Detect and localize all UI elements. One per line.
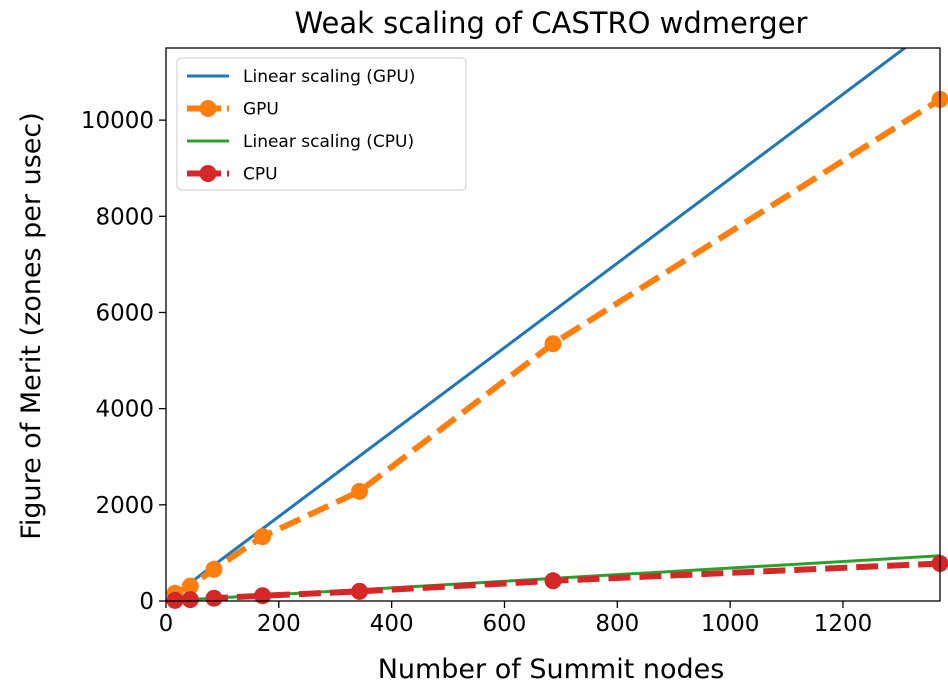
legend: Linear scaling (GPU) GPU Linear scaling (C… — [177, 58, 466, 190]
data-point-cpu — [182, 591, 199, 608]
y-tick-label: 6000 — [95, 300, 154, 326]
y-tick-label: 2000 — [95, 493, 154, 519]
y-tick-label: 10000 — [81, 108, 154, 134]
legend-label-gpu: GPU — [243, 100, 279, 120]
y-tick-label: 4000 — [95, 397, 154, 423]
legend-label-linear-scaling-cpu: Linear scaling (CPU) — [243, 132, 414, 152]
y-axis-label: Figure of Merit (zones per usec) — [16, 112, 47, 540]
data-point-cpu — [351, 583, 368, 600]
data-point-cpu — [545, 572, 562, 589]
x-tick-label: 200 — [257, 611, 301, 637]
chart-title: Weak scaling of CASTRO wdmerger — [295, 6, 808, 40]
x-tick-label: 1000 — [701, 611, 760, 637]
x-tick-label: 800 — [595, 611, 639, 637]
x-tick-label: 1200 — [814, 611, 873, 637]
legend-label-linear-scaling-gpu: Linear scaling (GPU) — [243, 67, 415, 87]
legend-label-cpu: CPU — [243, 165, 278, 185]
x-axis-label: Number of Summit nodes — [378, 654, 725, 685]
data-point-cpu — [206, 590, 223, 607]
data-point-gpu — [206, 561, 223, 578]
data-point-gpu — [254, 528, 271, 545]
legend-marker-gpu — [200, 100, 217, 117]
data-point-cpu — [254, 587, 271, 604]
x-tick-label: 600 — [483, 611, 527, 637]
data-point-gpu — [545, 335, 562, 352]
x-tick-label: 400 — [370, 611, 414, 637]
y-tick-label: 8000 — [95, 204, 154, 230]
data-point-gpu — [351, 483, 368, 500]
y-tick-label: 0 — [139, 589, 154, 615]
legend-marker-cpu — [200, 165, 217, 182]
x-tick-label: 0 — [159, 611, 174, 637]
